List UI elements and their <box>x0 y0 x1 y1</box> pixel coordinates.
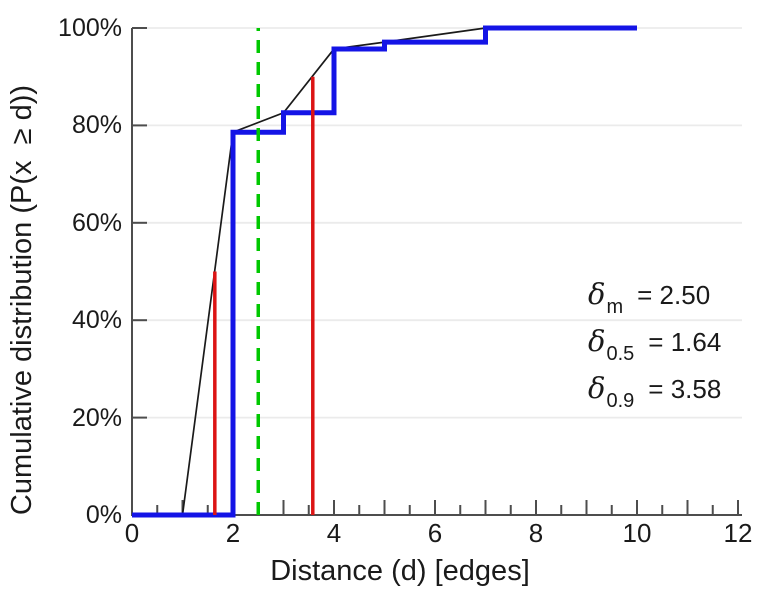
y-tick-label: 0% <box>85 501 122 529</box>
delta-p90-annotation: δ 0.9 = 3.58 <box>588 371 721 418</box>
y-axis-title: Cumulative distribution (P(x ≥ d)) <box>6 84 38 516</box>
interpolated-cdf-line <box>181 27 637 516</box>
x-axis-title: Distance (d) [edges] <box>270 555 530 587</box>
axes <box>131 27 742 516</box>
delta-subscript: 0.5 <box>606 343 635 365</box>
delta-subscript: m <box>606 296 624 318</box>
y-tick-label: 40% <box>71 306 122 335</box>
delta-symbol: δ <box>588 324 606 358</box>
delta-p50-annotation: δ 0.5 = 1.64 <box>588 324 721 371</box>
x-tick-label: 0 <box>124 518 140 548</box>
delta-mean-annotation: δ m = 2.50 <box>588 277 721 324</box>
statistics-annotations: δ m = 2.50 δ 0.5 = 1.64 δ 0.9 = 3.58 <box>588 277 721 418</box>
y-tick-label: 20% <box>71 403 122 432</box>
delta-value: = 3.58 <box>648 374 722 404</box>
x-tick-label: 10 <box>622 518 652 548</box>
delta-subscript: 0.9 <box>606 390 635 412</box>
x-tick-label: 12 <box>723 518 753 548</box>
delta-value: = 2.50 <box>637 280 711 310</box>
y-tick-label: 100% <box>58 14 122 42</box>
x-tick-label: 4 <box>326 518 342 548</box>
x-tick-label: 2 <box>225 518 241 548</box>
delta-symbol: δ <box>588 371 606 405</box>
x-tick-label: 6 <box>427 518 443 548</box>
empirical-cdf-steps-line <box>132 25 637 518</box>
x-tick-label: 8 <box>528 518 544 548</box>
y-tick-label: 60% <box>71 208 122 237</box>
y-tick-label: 80% <box>71 111 122 140</box>
delta-value: = 1.64 <box>648 327 722 357</box>
delta-symbol: δ <box>588 277 606 311</box>
